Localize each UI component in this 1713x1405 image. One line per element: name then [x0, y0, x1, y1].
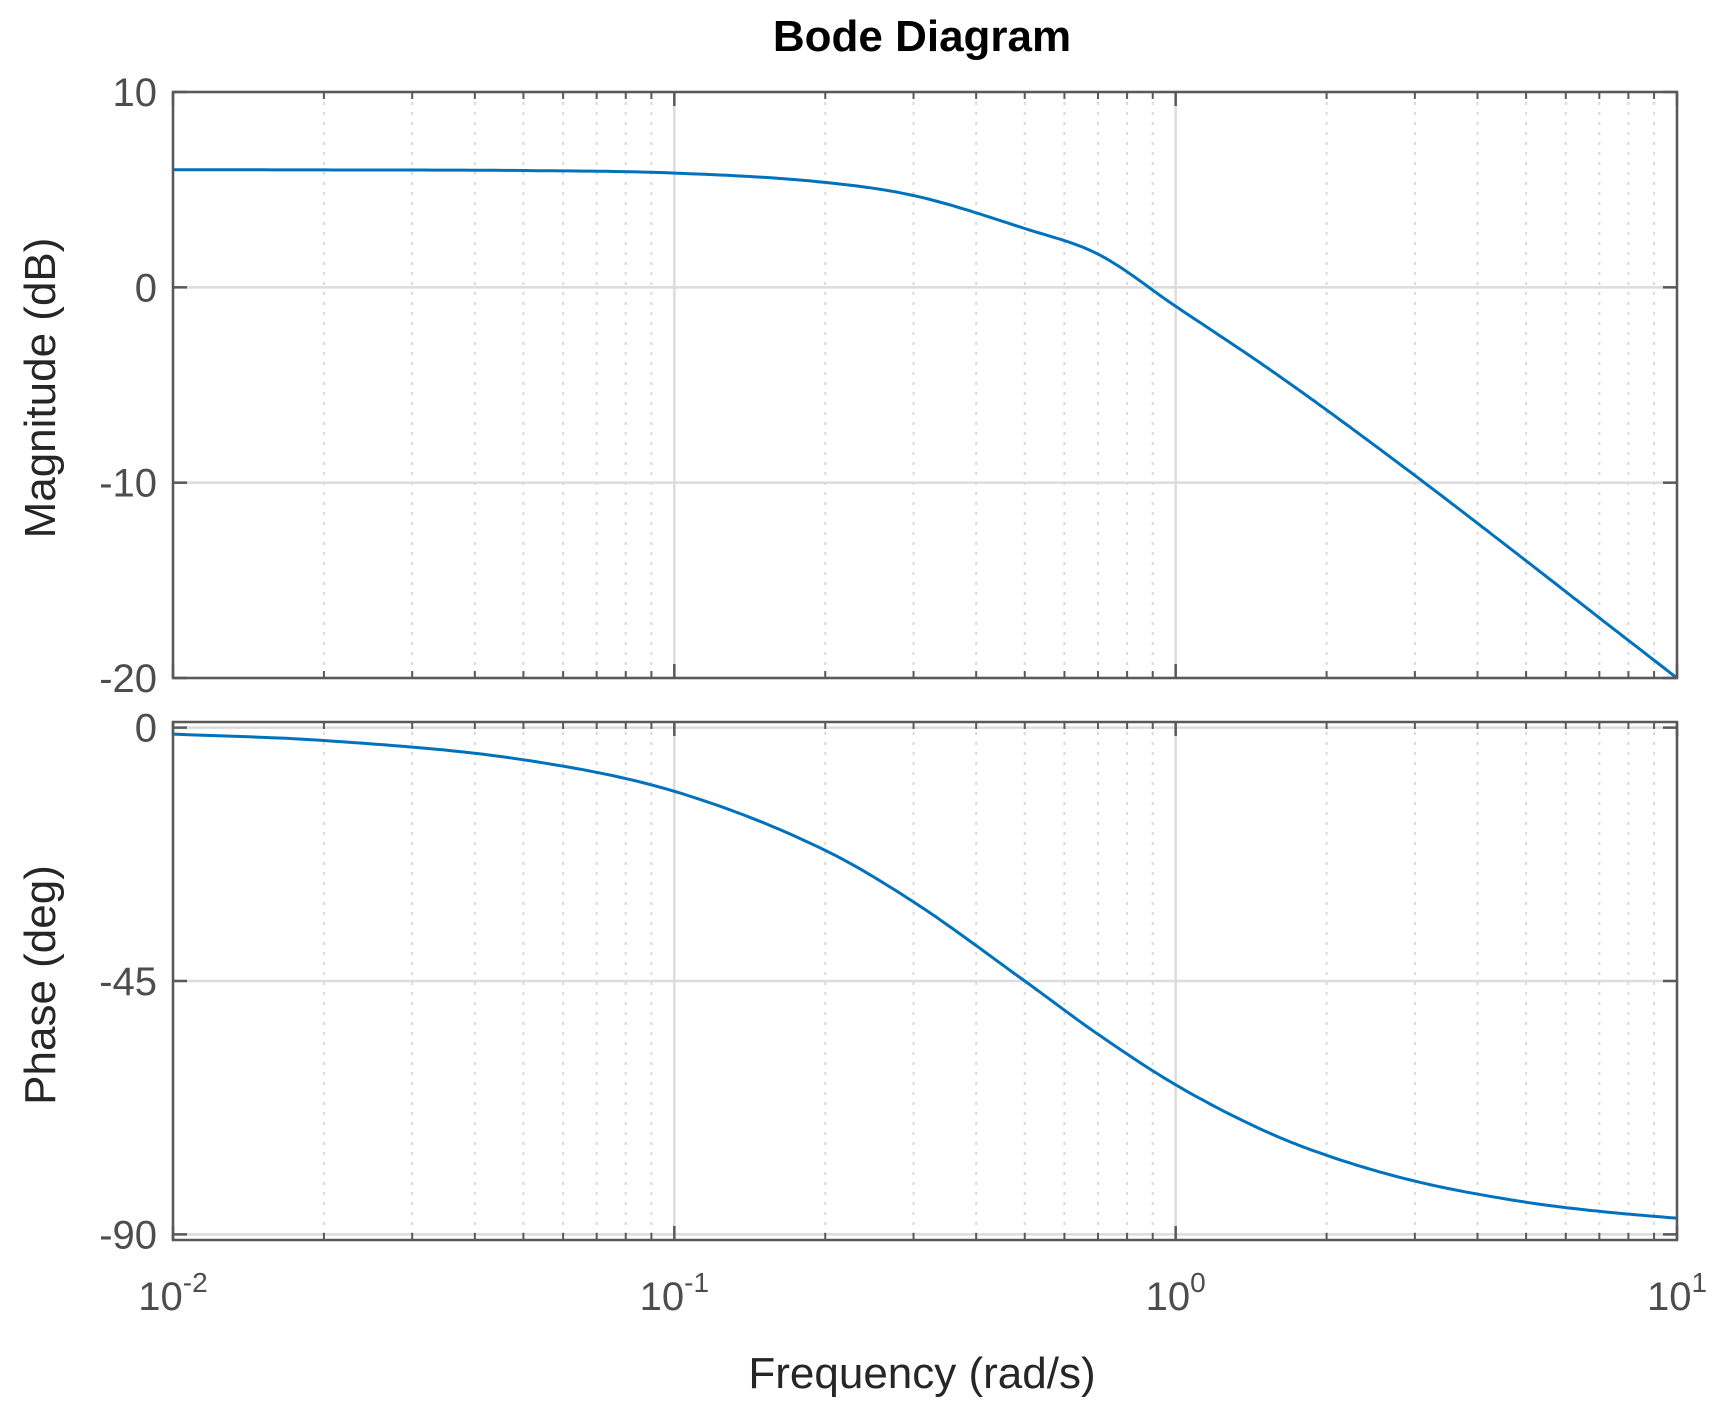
phase-y-tick-label: 0 — [135, 707, 157, 751]
magnitude-axes-box — [171, 90, 1679, 680]
chart-title: Bode Diagram — [773, 12, 1071, 61]
phase-y-tick-label: -45 — [99, 960, 157, 1004]
magnitude-y-tick-label: -20 — [99, 657, 157, 701]
x-tick-label: 100 — [1146, 1267, 1206, 1319]
x-tick-labels: 10-2 10-1 100 101 — [138, 1267, 1707, 1319]
magnitude-y-tick-label: 10 — [113, 71, 158, 115]
phase-axis-label: Phase (deg) — [16, 865, 65, 1105]
x-tick-label: 10-2 — [138, 1267, 207, 1319]
magnitude-y-tick-label: -10 — [99, 462, 157, 506]
magnitude-y-tick-label: 0 — [135, 266, 157, 310]
magnitude-axis-label: Magnitude (dB) — [16, 238, 65, 539]
x-tick-label: 10-1 — [640, 1267, 709, 1319]
magnitude-panel: 10 0 -10 -20 — [99, 71, 1679, 701]
x-tick-label: 101 — [1647, 1267, 1707, 1319]
phase-axes-box — [171, 720, 1679, 1242]
frequency-axis-label: Frequency (rad/s) — [748, 1349, 1095, 1398]
phase-panel: 0 -45 -90 — [99, 707, 1679, 1257]
magnitude-series-line — [172, 168, 1678, 680]
phase-series-line — [172, 732, 1678, 1220]
phase-y-tick-label: -90 — [99, 1213, 157, 1257]
